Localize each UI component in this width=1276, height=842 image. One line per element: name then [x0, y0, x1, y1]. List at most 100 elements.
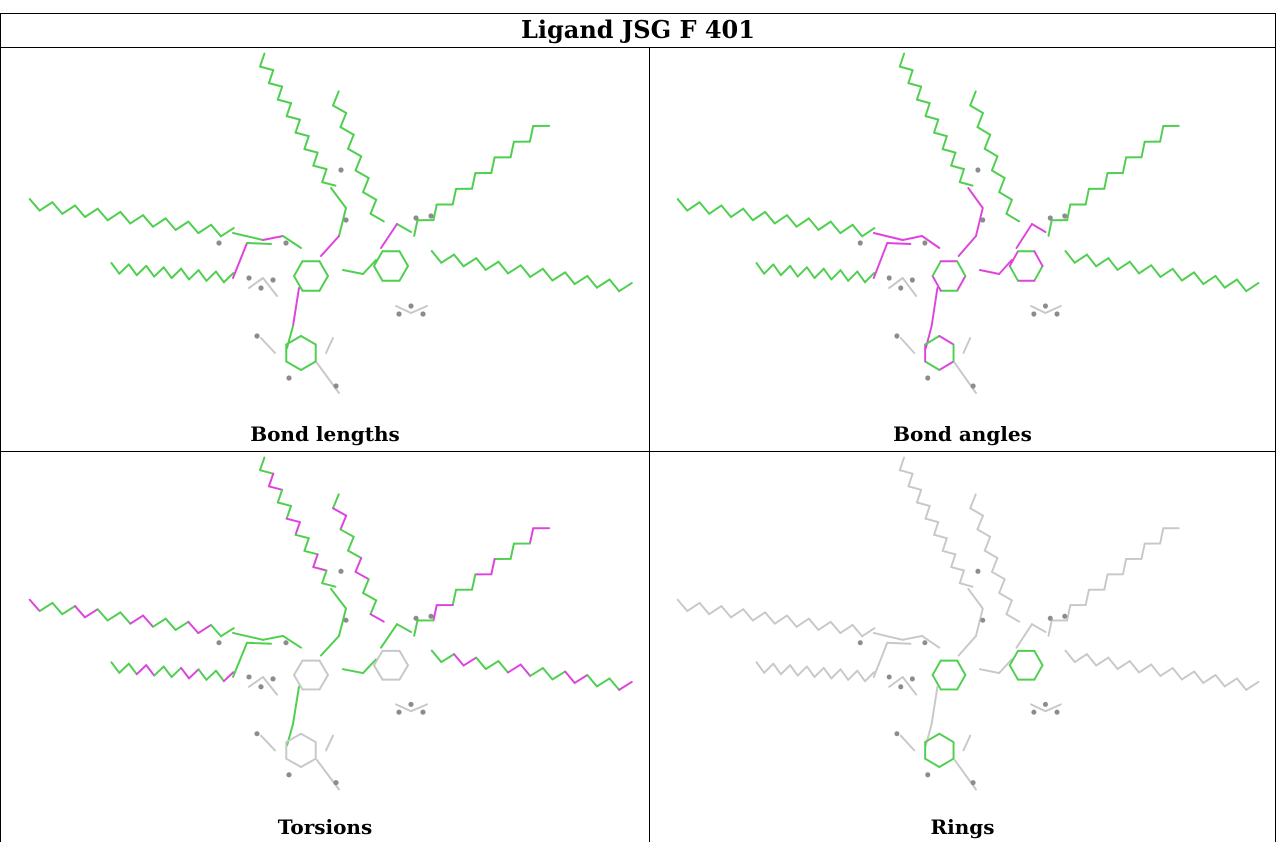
bond-chain: [958, 181, 974, 187]
heteroatom: [270, 676, 276, 682]
bond-chain: [1159, 267, 1174, 278]
bond-chain: [354, 557, 363, 573]
heteroatom: [886, 275, 892, 281]
bond-chain: [608, 278, 621, 293]
bond-core: [872, 632, 904, 641]
bond-chain: [541, 267, 554, 282]
bond-chain: [933, 131, 948, 138]
bond-core: [901, 634, 923, 641]
bond-chain: [969, 104, 984, 115]
bond-chain: [686, 201, 701, 212]
bond-core: [330, 187, 347, 209]
heteroatom: [1031, 311, 1037, 317]
bond-chain: [1085, 653, 1098, 667]
heteroatom: [396, 709, 402, 715]
bond-chain: [976, 112, 984, 129]
bond-chain: [1121, 558, 1128, 576]
bond-chain: [369, 198, 378, 215]
bond-chain: [267, 69, 275, 85]
bond-chain: [789, 664, 799, 677]
heteroatom: [970, 383, 976, 389]
bond-chain: [142, 614, 154, 628]
bond-chain: [506, 663, 522, 674]
heteroatom: [343, 217, 349, 223]
bond-chain: [551, 670, 567, 681]
bond-core: [978, 269, 1001, 275]
heteroatom: [970, 780, 976, 786]
bond-chain: [813, 267, 825, 279]
molecule-bond-lengths: [28, 52, 633, 394]
bond-ring: [931, 674, 942, 691]
bond-chain: [180, 267, 191, 281]
bond-ring: [293, 275, 304, 292]
bond-core: [886, 242, 912, 245]
bond-chain: [61, 605, 77, 616]
bond-chain: [1066, 203, 1072, 222]
bond-chain: [1005, 599, 1013, 616]
bond-chain: [998, 592, 1013, 602]
bond-chain: [864, 671, 876, 683]
bond-chain: [267, 472, 275, 488]
bond-sub: [248, 277, 264, 289]
bond-chain: [339, 528, 355, 538]
bond-core: [901, 235, 923, 241]
bond-ring: [285, 732, 302, 744]
bond-chain: [839, 668, 850, 681]
bond-chain: [1140, 542, 1146, 560]
bond-chain: [969, 90, 977, 107]
bond-chain: [1138, 663, 1153, 674]
bond-core: [998, 658, 1013, 675]
bond-chain: [312, 164, 328, 171]
bond-core: [396, 623, 412, 633]
heteroatom: [922, 240, 928, 246]
bond-ring: [285, 360, 302, 371]
bond-chain: [976, 528, 992, 538]
bond-chain: [796, 665, 808, 677]
heteroatom: [343, 617, 349, 623]
bond-chain: [205, 669, 217, 681]
panel-label-rings: Rings: [930, 815, 995, 839]
bond-ring: [931, 275, 942, 292]
bond-core: [930, 287, 939, 327]
bond-chain: [856, 669, 866, 683]
bond-chain: [354, 169, 370, 180]
bond-chain: [285, 517, 301, 524]
bond-chain: [983, 147, 999, 158]
bond-chain: [362, 191, 378, 201]
bond-chain: [96, 608, 109, 622]
heteroatom: [857, 640, 863, 646]
bond-chain: [174, 220, 190, 231]
bond-chain: [990, 557, 999, 573]
bond-chain: [303, 135, 310, 151]
bond-chain: [303, 148, 319, 154]
bond-chain: [1047, 219, 1053, 237]
bond-chain: [127, 263, 138, 277]
bond-chain: [497, 660, 509, 674]
heteroatom: [254, 731, 260, 737]
bond-chain: [1005, 613, 1021, 623]
bond-chain: [170, 267, 183, 279]
bond-chain: [958, 582, 974, 588]
bond-chain: [528, 527, 535, 545]
bond-chain: [851, 223, 864, 238]
bond-chain: [708, 605, 723, 616]
bond-chain: [164, 617, 177, 631]
bond-core: [262, 235, 284, 241]
bond-ring: [318, 275, 329, 292]
bond-chain: [170, 666, 183, 678]
bond-chain: [983, 133, 992, 150]
heteroatom: [333, 383, 339, 389]
bond-chain: [180, 666, 191, 680]
bond-chain: [1171, 267, 1183, 282]
bond-chain: [413, 619, 419, 637]
bond-ring: [1033, 265, 1044, 282]
bond-chain: [471, 573, 477, 591]
bond-core: [262, 634, 284, 641]
bond-chain: [730, 207, 745, 219]
heteroatom: [408, 701, 414, 707]
bond-ring: [938, 335, 955, 346]
bond-chain: [118, 263, 130, 275]
bond-chain: [96, 207, 109, 222]
bond-chain: [1064, 250, 1076, 264]
bond-ring: [300, 757, 317, 768]
